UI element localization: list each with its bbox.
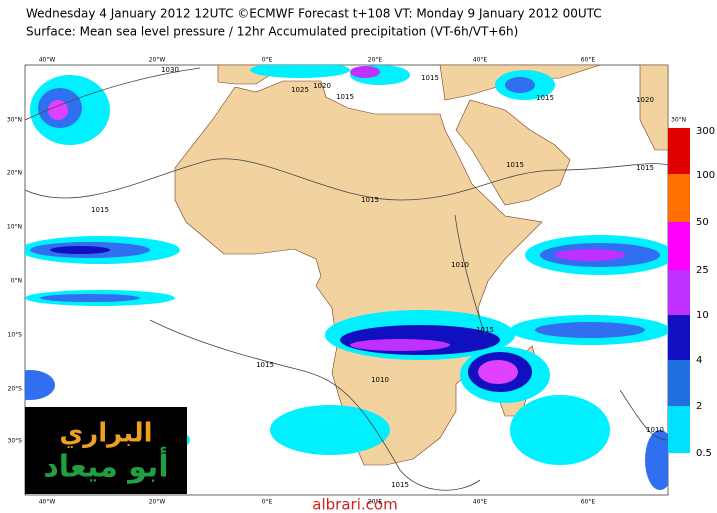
isobar-label: 1010	[451, 261, 469, 269]
colorbar-label: 10	[696, 310, 709, 321]
isobar-label: 1030	[161, 66, 179, 74]
logo-line2: أبو ميعاد	[43, 447, 168, 485]
watermark: albrari.com	[312, 496, 397, 513]
lon-label: 0°E	[262, 499, 273, 506]
lon-label: 40°E	[473, 499, 488, 506]
isobar-label: 1015	[636, 164, 654, 172]
lon-label: 20°E	[368, 499, 383, 506]
colorbar-label: 50	[696, 217, 709, 228]
isobar-label: 1015	[256, 361, 274, 369]
colorbar-label: 100	[696, 170, 715, 181]
lon-label: 60°E	[581, 57, 596, 64]
isobar-label: 1025	[291, 86, 309, 94]
lat-label: 20°N	[7, 170, 22, 177]
colorbar-label: 25	[696, 265, 709, 276]
lon-label: 20°W	[149, 499, 166, 506]
isobar-label: 1015	[476, 326, 494, 334]
colorbar-label: 0.5	[696, 448, 712, 459]
lat-label: 10°S	[8, 332, 23, 339]
lon-label: 20°W	[149, 57, 166, 64]
lon-label: 40°W	[39, 499, 56, 506]
isobar-label: 1015	[91, 206, 109, 214]
lat-label: 0°N	[11, 278, 22, 285]
lat-label: 30°N	[7, 117, 22, 124]
colorbar	[668, 128, 690, 453]
isobar-label: 1010	[646, 426, 664, 434]
isobar-label: 1015	[336, 93, 354, 101]
lon-label: 0°E	[262, 57, 273, 64]
colorbar-label: 4	[696, 355, 702, 366]
isobar-label: 1020	[636, 96, 654, 104]
lon-label: 20°E	[368, 57, 383, 64]
isobars	[25, 67, 668, 491]
lon-label: 40°W	[39, 57, 56, 64]
india	[639, 65, 668, 151]
lon-label: 40°E	[473, 57, 488, 64]
lat-label: 10°N	[7, 224, 22, 231]
logo-line1: البراري	[59, 419, 152, 449]
isobar-label: 1015	[361, 196, 379, 204]
isobar-label: 1015	[421, 74, 439, 82]
colorbar-label: 300	[696, 126, 715, 137]
colorbar-label: 2	[696, 401, 702, 412]
isobar-label: 1015	[506, 161, 524, 169]
arabia	[455, 99, 571, 206]
isobar-label: 1015	[391, 481, 409, 489]
logo-box	[25, 407, 187, 494]
isobar-label: 1020	[313, 82, 331, 90]
header-line1: Wednesday 4 January 2012 12UTC ©ECMWF Fo…	[26, 7, 602, 21]
isobar-label: 1010	[371, 376, 389, 384]
isobar-label: 1015	[536, 94, 554, 102]
lat-label: 20°S	[8, 386, 23, 393]
lat-label: 30°S	[8, 438, 23, 445]
africa	[174, 80, 543, 466]
lon-label: 60°E	[581, 499, 596, 506]
lat-label: 30°N	[671, 117, 686, 124]
header-line2: Surface: Mean sea level pressure / 12hr …	[26, 25, 518, 39]
